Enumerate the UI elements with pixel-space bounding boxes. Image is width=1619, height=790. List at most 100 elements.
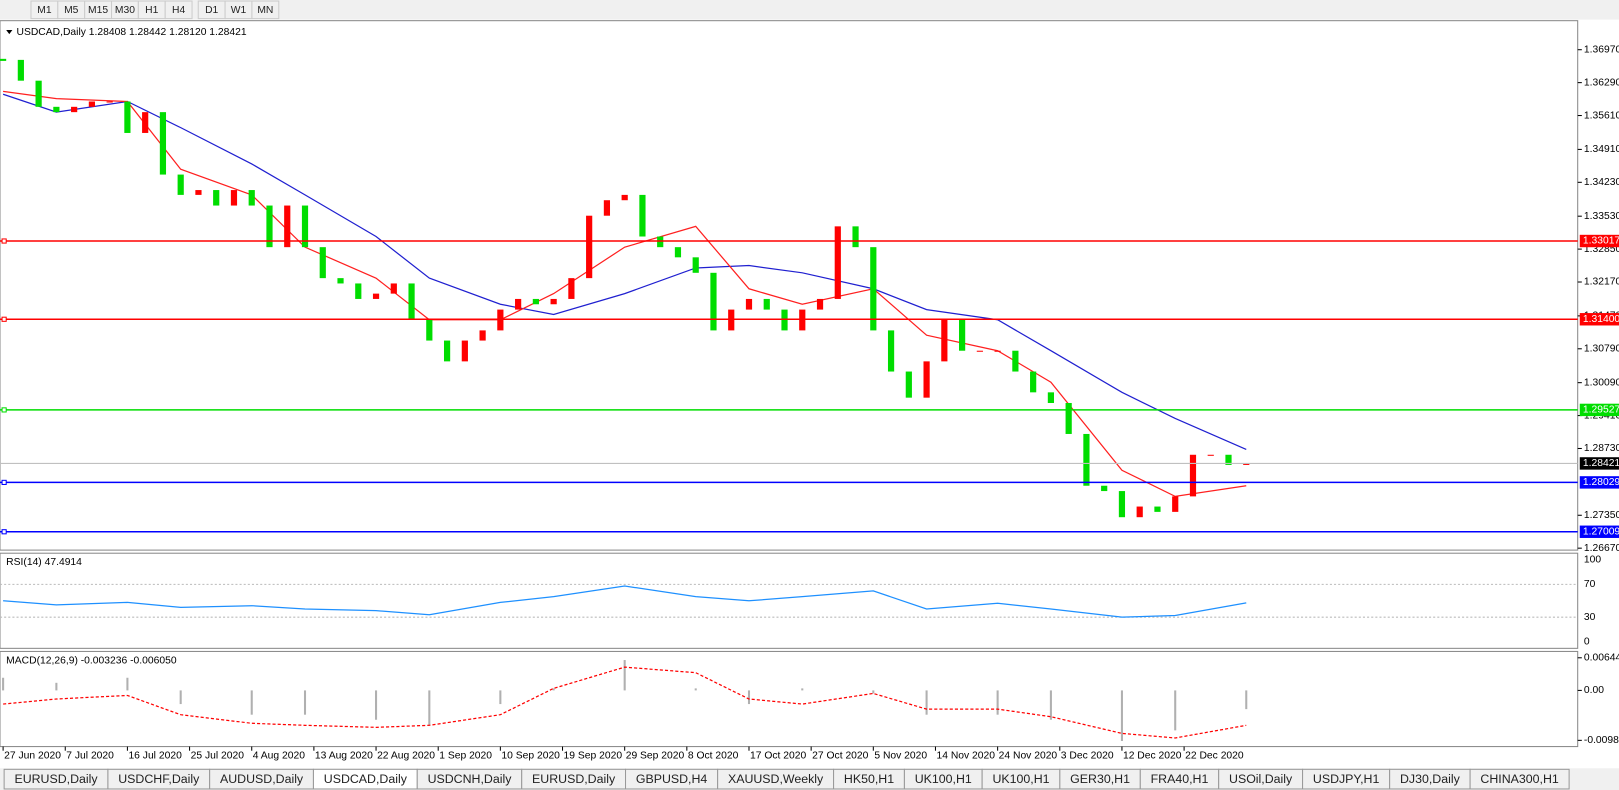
- ma-slow: [2, 93, 1247, 451]
- macd-signal: [3, 666, 1247, 739]
- price-tick-label: 1.36290: [1584, 77, 1619, 88]
- candle: [621, 194, 628, 201]
- toolbar: [0, 0, 1619, 20]
- date-label: 25 Jul 2020: [191, 751, 245, 762]
- chart-tab[interactable]: USDCHF,Daily: [107, 768, 211, 790]
- level-tag-label: 1.28029: [1583, 477, 1619, 488]
- candle: [390, 283, 397, 294]
- level-tag: [1579, 403, 1619, 417]
- date-label: 17 Oct 2020: [750, 751, 806, 762]
- timeframe-button[interactable]: M1: [30, 0, 59, 20]
- date-label: 5 Nov 2020: [874, 751, 927, 762]
- macd-tick-label: -0.00987: [1584, 735, 1619, 746]
- level-tag: [1579, 476, 1619, 489]
- timeframe-button[interactable]: D1: [197, 0, 226, 20]
- level-handle: [1, 316, 7, 322]
- current-price-tag: [1579, 457, 1619, 470]
- price-tick-label: 1.36970: [1584, 44, 1619, 55]
- chart-tab[interactable]: GBPUSD,H4: [624, 768, 719, 790]
- candle: [230, 190, 238, 206]
- rsi-pane: [0, 552, 1579, 649]
- macd-bar: [2, 677, 5, 691]
- chart-tab[interactable]: XAUUSD,Weekly: [717, 768, 835, 790]
- chart-tab[interactable]: DJ30,Daily: [1389, 768, 1471, 790]
- tab-label: CHINA300,H1: [1480, 772, 1558, 786]
- candle: [603, 200, 611, 216]
- candle: [710, 272, 717, 331]
- price-tick-label: 1.30090: [1584, 377, 1619, 388]
- candle: [408, 283, 415, 320]
- candle: [852, 226, 859, 248]
- collapse-arrow: [6, 29, 13, 35]
- candle: [35, 80, 42, 107]
- macd-tick-label: 0.006446: [1584, 653, 1619, 664]
- candle: [923, 361, 930, 398]
- candle: [372, 293, 380, 299]
- chart-tab[interactable]: GER30,H1: [1059, 768, 1141, 790]
- level-tag-label: 1.33017: [1583, 236, 1619, 247]
- chart-tab[interactable]: CHINA300,H1: [1469, 768, 1570, 790]
- chart-tab[interactable]: USDCNH,Daily: [416, 768, 523, 790]
- level-tag-label: 1.29527: [1583, 405, 1619, 416]
- chart-tab[interactable]: EURUSD,Daily: [3, 768, 109, 790]
- tab-label: AUDUSD,Daily: [220, 772, 304, 786]
- candle: [195, 190, 202, 195]
- candle: [1101, 485, 1108, 492]
- timeframe-button[interactable]: M30: [110, 0, 139, 20]
- rsi-line: [3, 585, 1247, 618]
- candle: [1030, 371, 1037, 393]
- level-handle: [1, 238, 7, 244]
- date-label: 10 Sep 2020: [501, 751, 560, 762]
- macd-bar: [925, 690, 928, 715]
- timeframe-button[interactable]: H4: [164, 0, 193, 20]
- chart-tab[interactable]: FRA40,H1: [1139, 768, 1220, 790]
- chart-tab[interactable]: UK100,H1: [903, 768, 983, 790]
- tab-label: UK100,H1: [915, 772, 972, 786]
- candle: [515, 298, 522, 310]
- timeframe-label: H1: [145, 5, 158, 16]
- candle: [284, 205, 291, 248]
- candle: [674, 247, 682, 258]
- candle: [1225, 454, 1232, 465]
- timeframe-button[interactable]: H1: [137, 0, 166, 20]
- chart-tab[interactable]: HK50,H1: [833, 768, 905, 790]
- tab-label: USDCAD,Daily: [324, 772, 408, 786]
- timeframe-button[interactable]: M15: [84, 0, 113, 20]
- macd-bar: [1120, 690, 1123, 742]
- candle: [266, 205, 273, 248]
- date-label: 8 Oct 2020: [688, 751, 739, 762]
- tab-label: USDCNH,Daily: [428, 772, 513, 786]
- candle: [1172, 496, 1179, 512]
- chart-header: USDCAD,Daily 1.28408 1.28442 1.28120 1.2…: [17, 27, 247, 38]
- chart-tab[interactable]: USOil,Daily: [1218, 768, 1304, 790]
- candle: [586, 215, 593, 279]
- date-label: 4 Aug 2020: [253, 751, 305, 762]
- candle: [443, 340, 451, 362]
- timeframe-button[interactable]: M5: [57, 0, 86, 20]
- chart-tab[interactable]: UK100,H1: [981, 768, 1061, 790]
- candle: [0, 58, 7, 61]
- candle: [88, 101, 95, 107]
- tab-label: FRA40,H1: [1151, 772, 1209, 786]
- macd-bar: [552, 688, 555, 691]
- macd-bar: [996, 690, 999, 715]
- tab-label: GER30,H1: [1070, 772, 1130, 786]
- chart-tab[interactable]: EURUSD,Daily: [521, 768, 627, 790]
- chart-tab[interactable]: AUDUSD,Daily: [209, 768, 314, 790]
- candle: [355, 283, 362, 299]
- chart-tab[interactable]: USDCAD,Daily: [312, 768, 418, 790]
- macd-bar: [55, 682, 58, 691]
- macd-tick-label: 0.00: [1584, 685, 1604, 696]
- timeframe-button[interactable]: W1: [224, 0, 253, 20]
- date-label: 7 Jul 2020: [66, 751, 114, 762]
- candle: [426, 319, 433, 341]
- candle: [692, 257, 699, 273]
- chart-tab[interactable]: USDJPY,H1: [1302, 768, 1391, 790]
- timeframe-label: MN: [257, 5, 273, 16]
- price-tick-label: 1.32170: [1584, 277, 1619, 288]
- candle: [479, 330, 486, 341]
- timeframe-button[interactable]: MN: [251, 0, 280, 20]
- candle: [1012, 350, 1019, 372]
- candle: [959, 319, 966, 351]
- macd-bar: [126, 677, 129, 691]
